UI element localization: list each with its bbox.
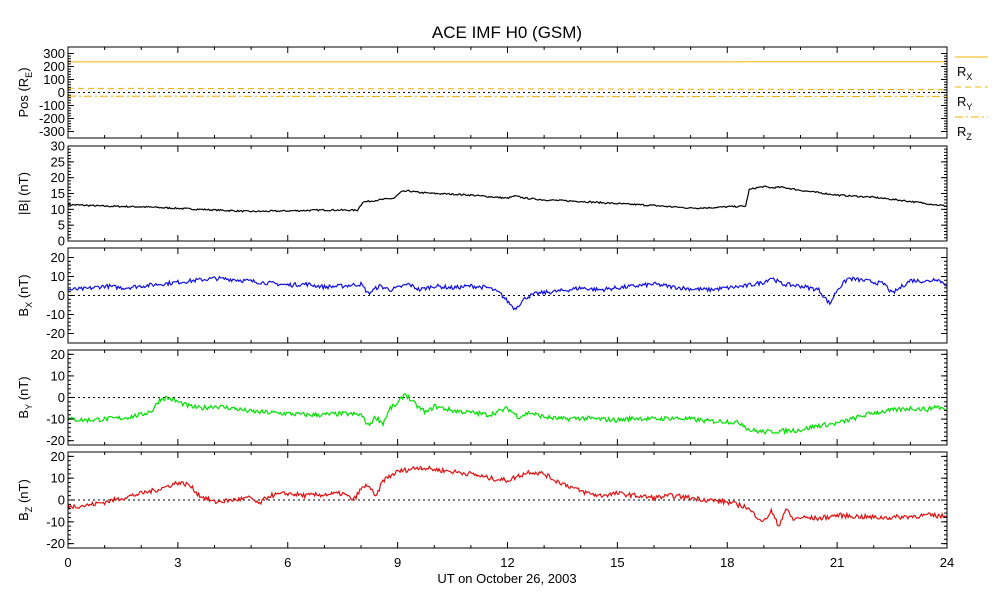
series-by-0 (67, 392, 948, 436)
y-tick-label: 0 (58, 234, 65, 249)
legend-label: RZ (957, 124, 972, 142)
chart-title: ACE IMF H0 (GSM) (432, 23, 582, 42)
y-tick-label: 0 (58, 390, 65, 405)
series-pos-2 (68, 95, 947, 98)
y-tick-label: 0 (58, 493, 65, 508)
y-tick-label: -10 (46, 514, 65, 529)
series-pos-1 (68, 87, 947, 91)
y-tick-label: -200 (39, 111, 65, 126)
y-tick-label: 0 (58, 85, 65, 100)
x-tick-label: 21 (830, 555, 844, 570)
y-label-main: B (16, 308, 31, 317)
x-tick-label: 18 (720, 555, 734, 570)
y-tick-label: -300 (39, 124, 65, 139)
x-tick-label: 9 (394, 555, 401, 570)
x-axis-label: UT on October 26, 2003 (437, 571, 576, 586)
y-label-end: (nT) (16, 274, 31, 301)
y-axis-label: Pos (RE) (16, 67, 34, 117)
y-label-main: |B| (nT) (16, 172, 31, 215)
y-tick-label: 10 (51, 368, 65, 383)
legend-label: RY (957, 94, 972, 112)
x-tick-label: 12 (500, 555, 514, 570)
y-axis-label: BY (nT) (16, 376, 34, 418)
y-tick-label: -20 (46, 536, 65, 551)
y-tick-label: -10 (46, 412, 65, 427)
y-label-sub: X (24, 302, 34, 308)
y-tick-label: -20 (46, 433, 65, 448)
y-tick-label: 100 (43, 72, 65, 87)
y-tick-label: 25 (51, 154, 65, 169)
series-bx-0 (67, 275, 948, 311)
y-tick-label: -100 (39, 98, 65, 113)
panel-bz: 20 10 0 -10 -20 BZ (nT) (16, 449, 948, 551)
y-label-main: B (16, 410, 31, 419)
y-tick-label: -10 (46, 307, 65, 322)
legend: RX RY RZ (955, 56, 988, 142)
x-tick-label: 6 (284, 555, 291, 570)
y-label-end: (nT) (16, 479, 31, 506)
y-label-main: Pos (R (16, 78, 31, 118)
x-tick-label: 24 (940, 555, 954, 570)
x-tick-label: 15 (610, 555, 624, 570)
y-label-sub: Y (24, 404, 34, 410)
y-tick-label: 15 (51, 186, 65, 201)
y-tick-label: 200 (43, 59, 65, 74)
y-label-end: ) (16, 67, 31, 71)
y-tick-label: 20 (51, 449, 65, 464)
y-tick-label: 10 (51, 471, 65, 486)
y-label-sub: E (24, 72, 34, 78)
y-tick-label: 5 (58, 218, 65, 233)
y-tick-label: -20 (46, 326, 65, 341)
y-tick-label: 10 (51, 202, 65, 217)
y-tick-label: 10 (51, 269, 65, 284)
panel-frame (67, 145, 948, 242)
y-label-main: B (16, 512, 31, 521)
y-tick-label: 0 (58, 288, 65, 303)
y-tick-label: 20 (51, 250, 65, 265)
x-tick-label: 0 (64, 555, 71, 570)
y-tick-label: 20 (51, 170, 65, 185)
series-bz-0 (67, 465, 948, 527)
y-label-sub: Z (24, 506, 34, 512)
y-axis-label: BX (nT) (16, 274, 34, 316)
y-axis-label: BZ (nT) (16, 479, 34, 521)
panel-bx: 20 10 0 -10 -20 BX (nT) (16, 247, 948, 344)
y-axis-label: |B| (nT) (16, 172, 31, 215)
y-tick-label: 30 (51, 139, 65, 154)
y-tick-label: 20 (51, 347, 65, 362)
x-tick-labels: 0 3 6 9 12 15 18 21 24 (64, 555, 954, 570)
series-bmag-0 (67, 185, 948, 213)
x-tick-label: 3 (174, 555, 181, 570)
y-tick-label: 300 (43, 46, 65, 61)
panel-by: 20 10 0 -10 -20 BY (nT) (16, 347, 948, 448)
y-label-end: (nT) (16, 376, 31, 403)
legend-label: RX (957, 64, 972, 82)
